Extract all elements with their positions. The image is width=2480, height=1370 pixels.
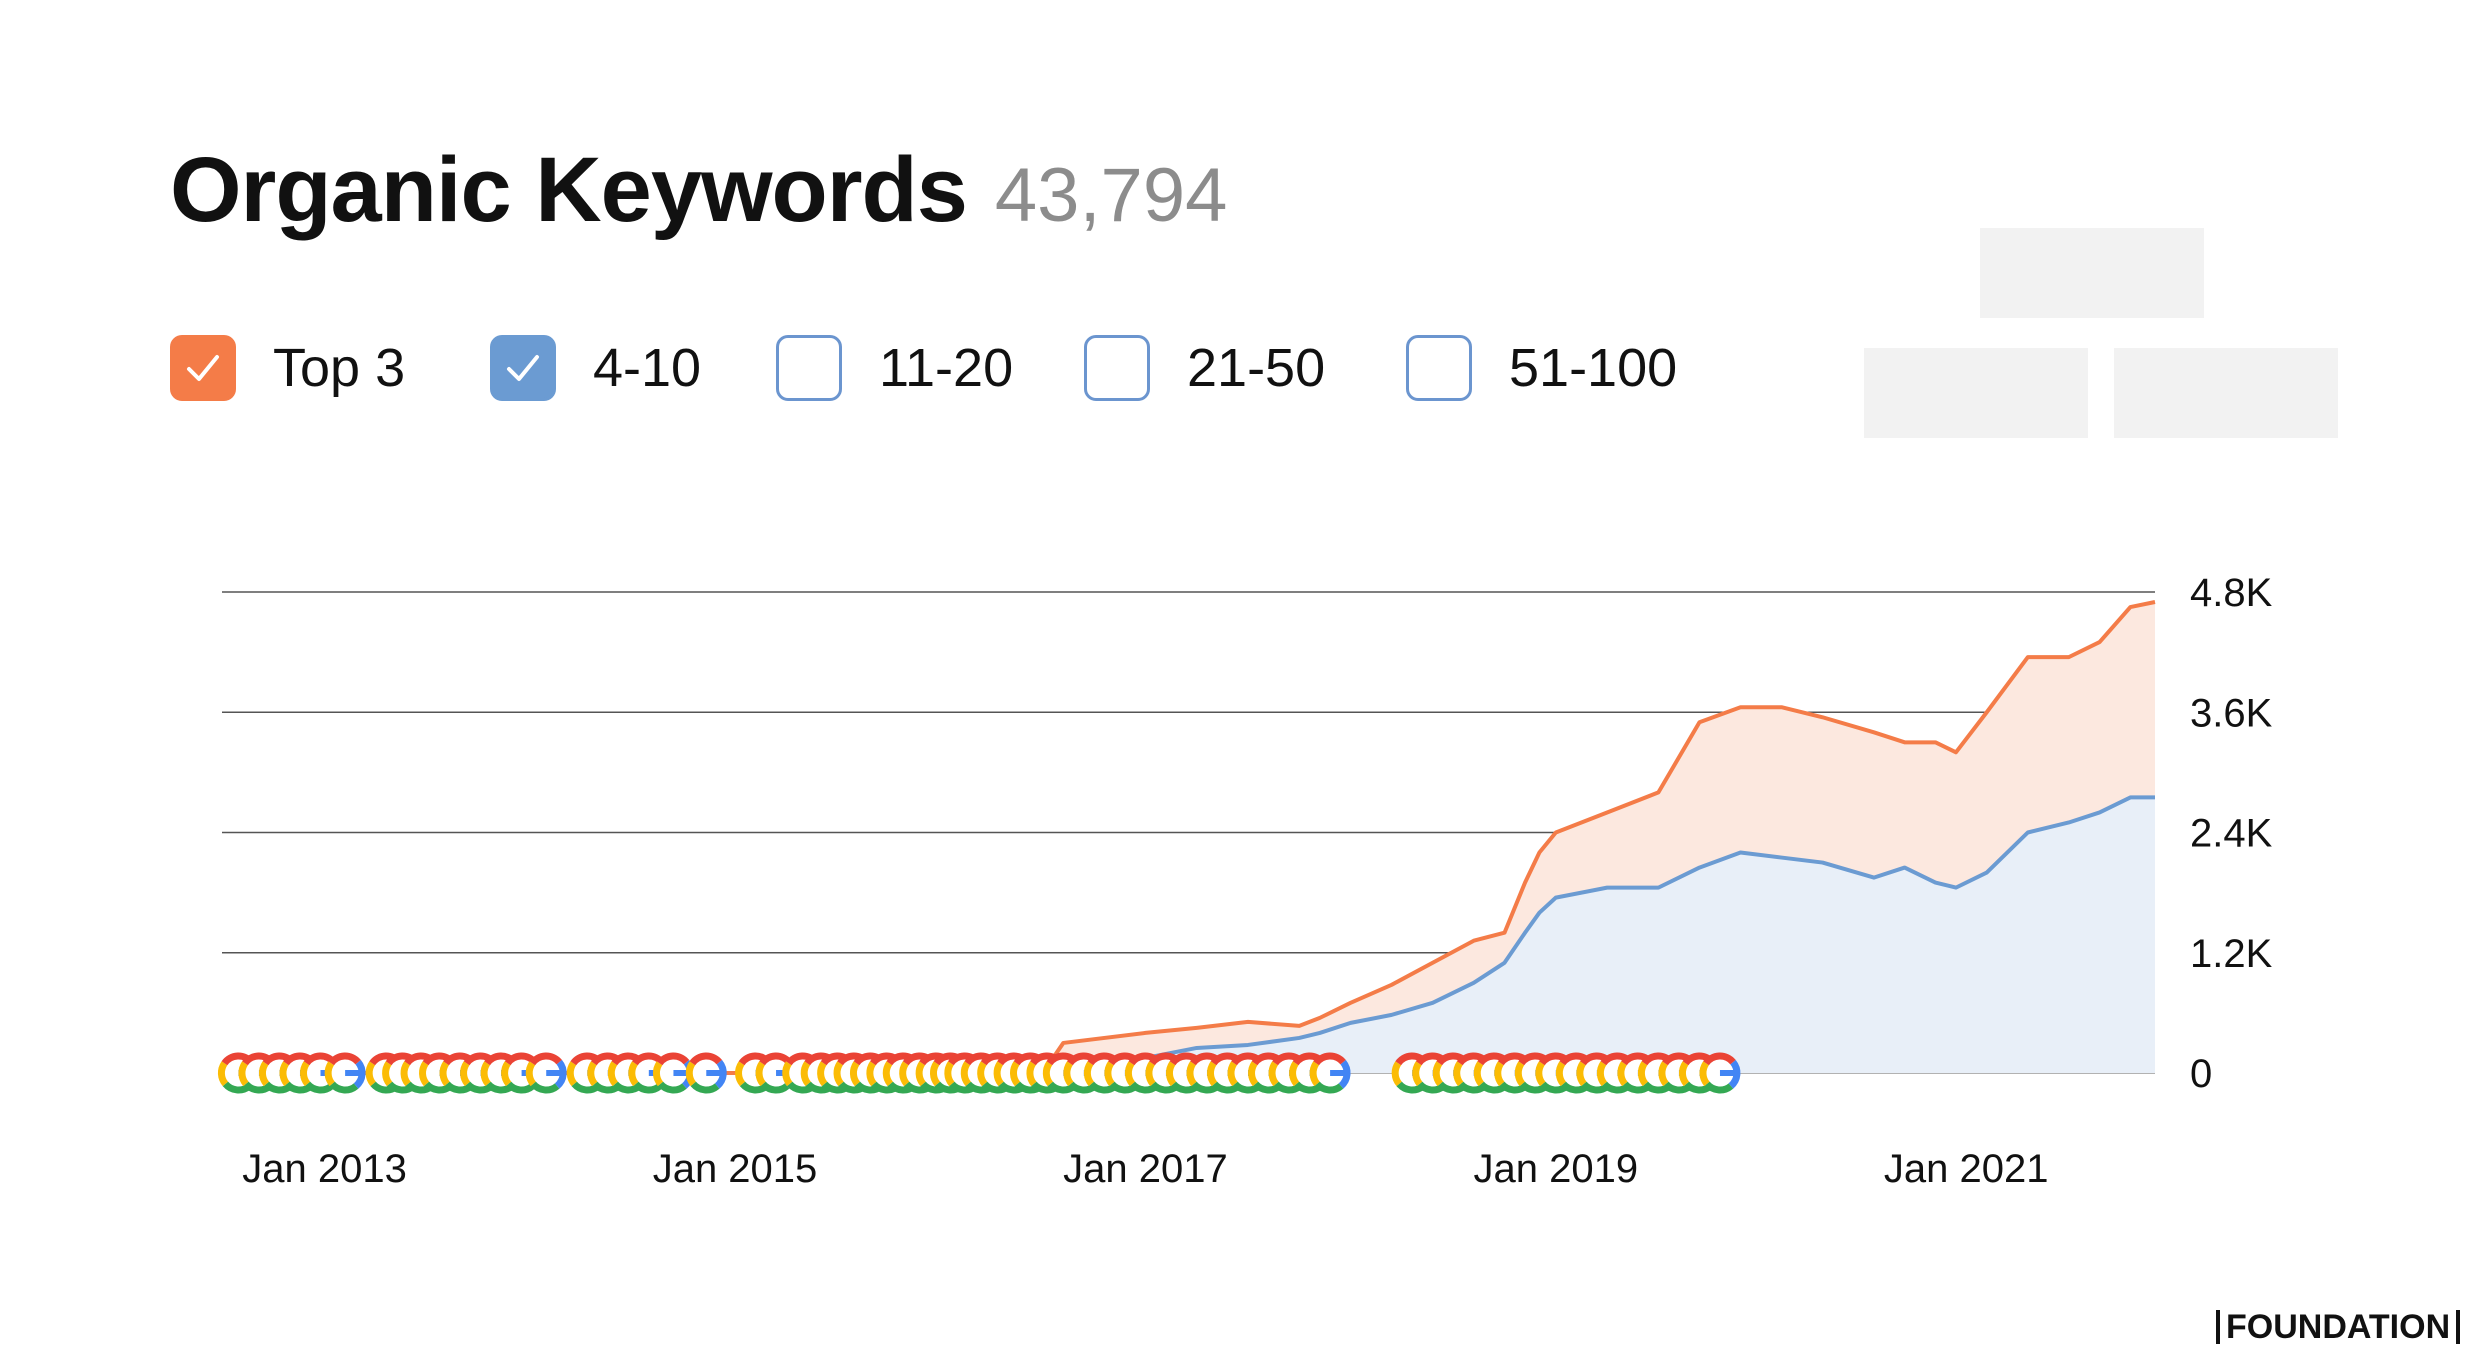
y-tick-label: 1.2K	[2190, 932, 2273, 976]
check-icon	[507, 355, 539, 381]
x-tick-label: Jan 2019	[1474, 1147, 1639, 1191]
filter-11-20[interactable]: 11-20	[776, 333, 1013, 403]
filter-label-11-20: 11-20	[879, 338, 1014, 398]
header: Organic Keywords 43,794	[170, 138, 1227, 243]
check-icon	[187, 355, 219, 381]
google-logo-icon[interactable]	[525, 1052, 567, 1094]
filter-checkbox-51-100[interactable]	[1406, 335, 1472, 401]
y-tick-label: 3.6K	[2190, 691, 2273, 735]
filter-51-100[interactable]: 51-100	[1406, 333, 1677, 403]
filter-label-4-10: 4-10	[593, 338, 702, 398]
filter-checkbox-21-50[interactable]	[1084, 335, 1150, 401]
keyword-count: 43,794	[994, 153, 1228, 238]
area-top-3	[222, 602, 2155, 1073]
x-tick-label: Jan 2021	[1884, 1147, 2049, 1191]
brand-logo: FOUNDATION	[2216, 1310, 2461, 1344]
placeholder-block	[1864, 348, 2088, 438]
google-logo-icon[interactable]	[324, 1052, 366, 1094]
line-top-3[interactable]	[222, 600, 2156, 1075]
x-tick-label: Jan 2015	[653, 1147, 818, 1191]
google-logo-icon[interactable]	[1309, 1052, 1351, 1094]
y-tick-label: 0	[2190, 1052, 2212, 1096]
filter-4-10[interactable]: 4-10	[490, 333, 701, 403]
page-title: Organic Keywords	[170, 139, 968, 241]
placeholder-block	[2114, 348, 2338, 438]
filter-checkbox-4-10[interactable]	[490, 335, 556, 401]
filter-21-50[interactable]: 21-50	[1084, 333, 1325, 403]
google-logo-icon[interactable]	[685, 1052, 727, 1094]
filter-label-21-50: 21-50	[1187, 338, 1326, 398]
line-4-10[interactable]	[222, 795, 2155, 1075]
y-tick-label: 4.8K	[2190, 571, 2273, 615]
x-tick-label: Jan 2017	[1063, 1147, 1228, 1191]
filter-checkbox-top-3[interactable]	[170, 335, 236, 401]
y-tick-label: 2.4K	[2190, 812, 2273, 856]
filter-checkbox-11-20[interactable]	[776, 335, 842, 401]
filter-label-top-3: Top 3	[273, 338, 406, 398]
placeholder-block	[1980, 228, 2204, 318]
area-4-10	[222, 797, 2155, 1073]
x-tick-label: Jan 2013	[242, 1147, 407, 1191]
filter-top-3[interactable]: Top 3	[170, 333, 405, 403]
google-logo-icon[interactable]	[1699, 1052, 1741, 1094]
filter-label-51-100: 51-100	[1509, 338, 1678, 398]
